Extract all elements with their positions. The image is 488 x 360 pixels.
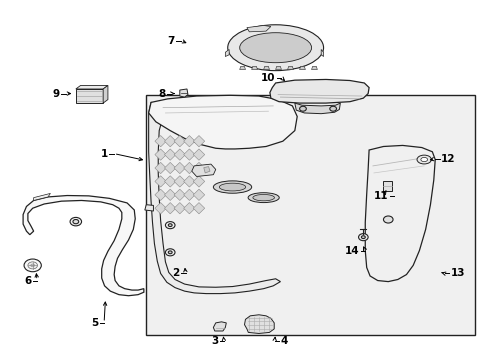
Circle shape	[31, 264, 35, 267]
Polygon shape	[193, 189, 204, 201]
Ellipse shape	[252, 194, 274, 201]
Polygon shape	[365, 145, 434, 282]
Polygon shape	[103, 85, 108, 103]
Polygon shape	[148, 102, 280, 294]
Polygon shape	[311, 66, 317, 69]
Polygon shape	[193, 149, 204, 160]
Polygon shape	[155, 176, 166, 187]
Ellipse shape	[416, 155, 430, 164]
Circle shape	[299, 106, 305, 111]
Polygon shape	[155, 136, 166, 147]
Polygon shape	[251, 66, 257, 69]
Polygon shape	[193, 203, 204, 214]
Ellipse shape	[420, 157, 427, 162]
Polygon shape	[155, 189, 166, 201]
Polygon shape	[164, 149, 176, 160]
Text: 8: 8	[158, 89, 165, 99]
Circle shape	[383, 216, 392, 223]
Polygon shape	[191, 164, 215, 176]
Polygon shape	[164, 162, 176, 174]
Circle shape	[165, 222, 175, 229]
Polygon shape	[174, 162, 185, 174]
Polygon shape	[23, 195, 143, 296]
Polygon shape	[155, 149, 166, 160]
Polygon shape	[382, 181, 391, 191]
Polygon shape	[76, 85, 108, 89]
Text: 9: 9	[53, 89, 60, 99]
Polygon shape	[183, 176, 195, 187]
Polygon shape	[174, 149, 185, 160]
Polygon shape	[144, 205, 153, 211]
Ellipse shape	[247, 193, 279, 203]
Text: 2: 2	[172, 269, 180, 279]
Polygon shape	[164, 136, 176, 147]
Polygon shape	[174, 189, 185, 201]
Polygon shape	[299, 66, 305, 69]
Ellipse shape	[239, 33, 311, 63]
Polygon shape	[193, 176, 204, 187]
Polygon shape	[183, 136, 195, 147]
Text: 14: 14	[344, 246, 359, 256]
Polygon shape	[275, 66, 281, 69]
Polygon shape	[183, 162, 195, 174]
Polygon shape	[294, 103, 340, 114]
Circle shape	[28, 262, 38, 269]
Polygon shape	[244, 315, 274, 333]
Polygon shape	[239, 66, 245, 69]
Text: 12: 12	[440, 154, 454, 164]
Polygon shape	[164, 203, 176, 214]
Ellipse shape	[213, 181, 251, 193]
Polygon shape	[180, 89, 187, 97]
Text: 5: 5	[91, 318, 98, 328]
Polygon shape	[174, 136, 185, 147]
Polygon shape	[34, 193, 50, 201]
Polygon shape	[76, 89, 103, 103]
Circle shape	[24, 259, 41, 272]
Ellipse shape	[227, 25, 323, 71]
Circle shape	[358, 234, 367, 241]
Bar	[146, 95, 473, 335]
Polygon shape	[164, 176, 176, 187]
Polygon shape	[246, 26, 270, 32]
Polygon shape	[174, 176, 185, 187]
Polygon shape	[203, 167, 209, 173]
Polygon shape	[183, 149, 195, 160]
Circle shape	[329, 106, 336, 111]
Polygon shape	[321, 49, 323, 57]
Circle shape	[73, 220, 79, 224]
Text: 11: 11	[373, 191, 387, 201]
Text: 6: 6	[24, 275, 31, 285]
Circle shape	[168, 224, 172, 226]
Text: 3: 3	[210, 336, 218, 346]
Polygon shape	[155, 203, 166, 214]
Circle shape	[165, 249, 175, 256]
Text: 13: 13	[449, 269, 464, 279]
Circle shape	[361, 236, 365, 239]
Ellipse shape	[219, 183, 245, 191]
Polygon shape	[183, 189, 195, 201]
Text: 1: 1	[101, 149, 108, 158]
Text: 10: 10	[261, 73, 275, 83]
Polygon shape	[269, 80, 368, 103]
Polygon shape	[213, 322, 226, 331]
Polygon shape	[263, 66, 269, 69]
Circle shape	[168, 251, 172, 254]
Polygon shape	[183, 203, 195, 214]
Polygon shape	[225, 49, 229, 57]
Text: 7: 7	[167, 36, 175, 46]
Circle shape	[70, 217, 81, 226]
Polygon shape	[174, 203, 185, 214]
Polygon shape	[155, 162, 166, 174]
Polygon shape	[148, 95, 297, 149]
Polygon shape	[164, 189, 176, 201]
Polygon shape	[193, 162, 204, 174]
Polygon shape	[287, 66, 293, 69]
Polygon shape	[193, 136, 204, 147]
Text: 4: 4	[280, 336, 287, 346]
